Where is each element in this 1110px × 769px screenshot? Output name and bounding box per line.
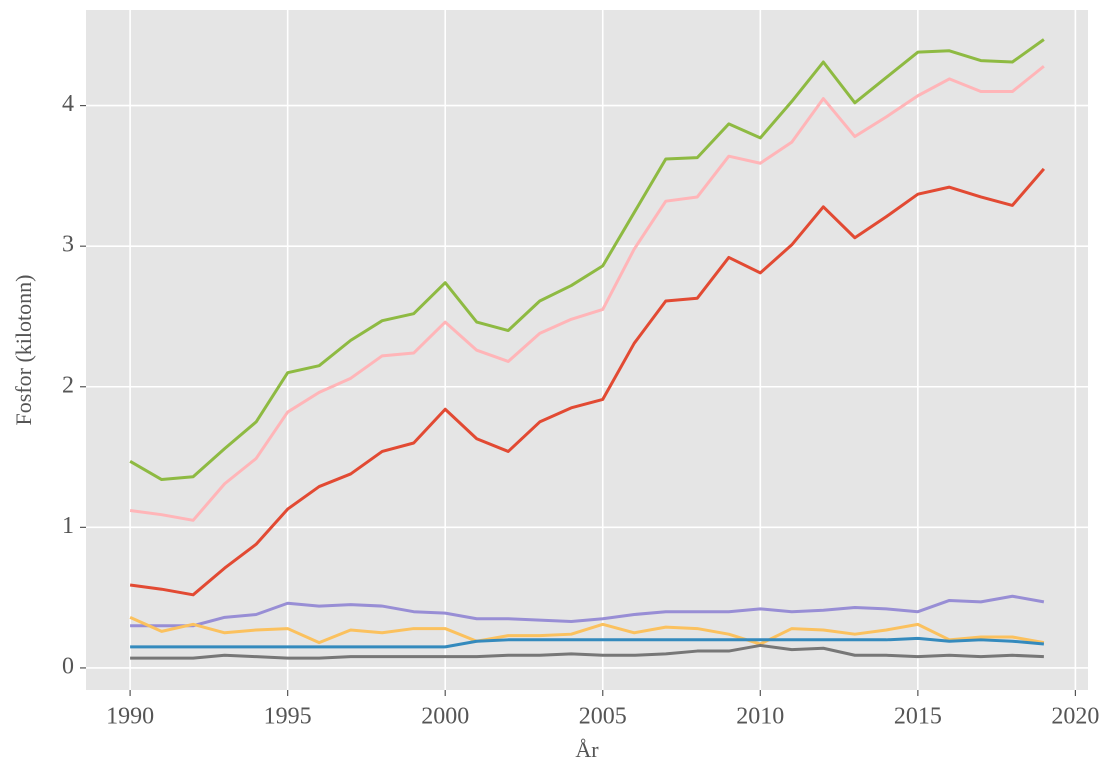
x-tick-label: 1995 [264, 704, 312, 730]
series-line [129, 167, 1046, 597]
series-line [129, 65, 1045, 522]
series-line [129, 38, 1045, 482]
x-tick-label: 2005 [579, 704, 627, 730]
grid [86, 10, 1088, 690]
lines [129, 38, 1046, 660]
y-tick-label: 4 [62, 91, 74, 117]
x-tick-label: 1990 [106, 704, 154, 730]
x-axis-label: År [575, 737, 599, 762]
y-axis-label: Fosfor (kilotonn) [11, 275, 36, 426]
y-tick-label: 1 [62, 513, 74, 539]
x-tick-label: 2010 [736, 704, 784, 730]
x-tick-label: 2020 [1051, 704, 1099, 730]
series-line [130, 643, 1044, 660]
y-tick-label: 3 [62, 232, 74, 258]
y-tick-label: 2 [62, 372, 74, 398]
series-line [129, 615, 1045, 646]
y-tick-label: 0 [62, 653, 74, 679]
series-line [130, 636, 1045, 649]
plot-area [86, 10, 1088, 690]
x-tick-label: 2015 [894, 704, 942, 730]
x-tick-label: 2000 [421, 704, 469, 730]
series-line [130, 594, 1045, 628]
